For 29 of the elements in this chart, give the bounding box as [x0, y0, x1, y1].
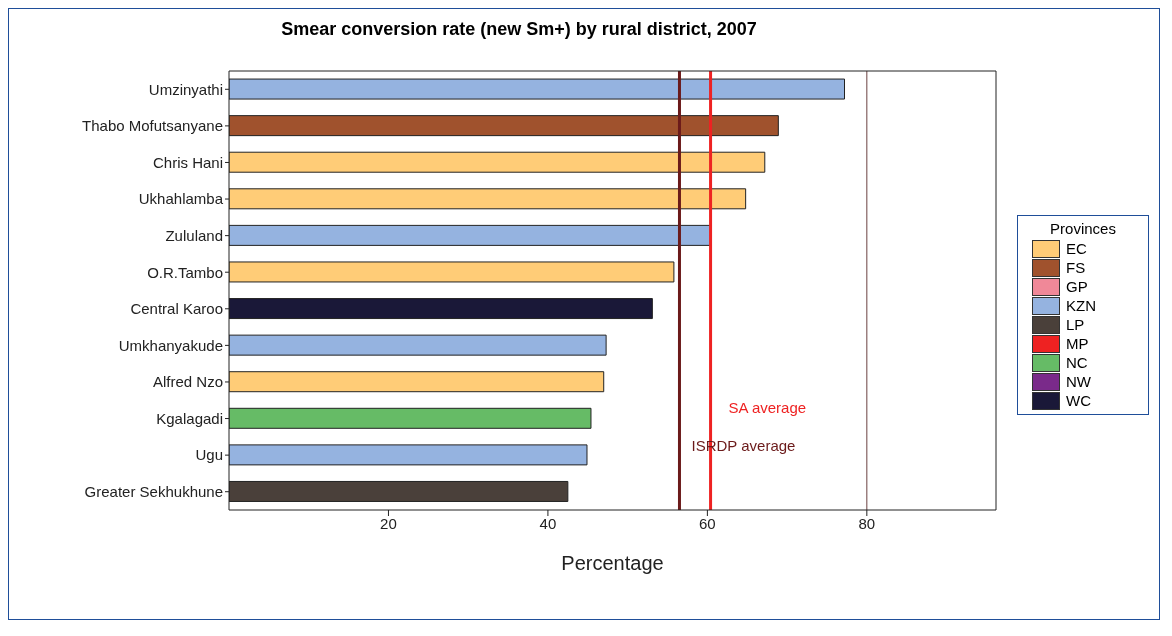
y-tick-label: Kgalagadi — [156, 409, 223, 427]
y-tick-label: O.R.Tambo — [147, 263, 223, 281]
y-tick-label: Thabo Mofutsanyane — [82, 117, 223, 135]
x-tick-label: 60 — [699, 514, 716, 532]
legend-label: NW — [1066, 373, 1091, 390]
y-tick-label: Ukhahlamba — [138, 190, 224, 208]
x-tick-label: 20 — [380, 514, 397, 532]
legend-title: Provinces — [1049, 220, 1117, 237]
legend-label: MP — [1066, 335, 1089, 352]
x-tick-label: 40 — [539, 514, 557, 532]
legend-label: FS — [1066, 259, 1086, 276]
ref-line-label: SA average — [728, 399, 807, 417]
y-tick-label: Alfred Nzo — [152, 373, 223, 391]
legend-label: KZN — [1066, 297, 1096, 314]
y-tick-label: Umkhanyakude — [118, 336, 223, 354]
chart-title: Smear conversion rate (new Sm+) by rural district, 2007 — [280, 19, 758, 40]
legend-label: EC — [1066, 240, 1087, 257]
y-tick-label: Ugu — [195, 446, 223, 464]
legend-label: WC — [1066, 392, 1091, 409]
legend-label: GP — [1066, 278, 1088, 295]
x-tick-label: 80 — [858, 514, 876, 532]
y-tick-label: Central Karoo — [130, 300, 223, 318]
x-axis-title: Percentage — [561, 552, 664, 574]
legend-label: LP — [1066, 316, 1085, 333]
y-tick-label: Chris Hani — [152, 153, 223, 171]
y-tick-label: Zululand — [165, 226, 223, 244]
y-tick-label: Umzinyathi — [148, 80, 223, 98]
legend-label: NC — [1066, 354, 1088, 371]
y-tick-label: Greater Sekhukhune — [84, 483, 223, 501]
